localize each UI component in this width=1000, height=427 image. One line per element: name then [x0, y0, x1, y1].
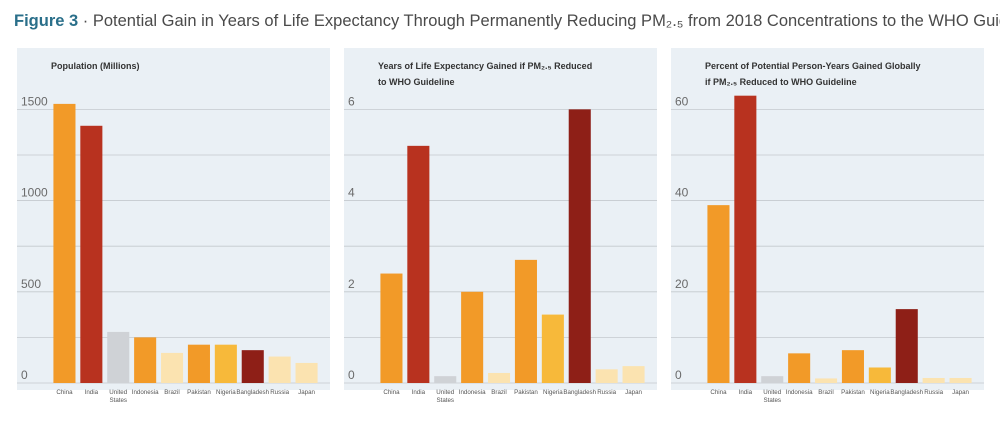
x-tick-label: China [710, 389, 727, 396]
x-tick-label: India [412, 389, 426, 396]
bar-russia [595, 369, 618, 383]
life-expectancy-chart-panel: Years of Life Expectancy Gained if PM₂.₅… [344, 48, 657, 404]
y-tick-label: 0 [675, 368, 682, 382]
y-tick-label: 4 [348, 186, 355, 200]
x-tick-label: Indonesia [786, 389, 813, 396]
x-tick-label: Pakistan [187, 389, 211, 396]
x-tick-label: Indonesia [132, 389, 159, 396]
bar-china [53, 103, 76, 384]
bar-united-states [434, 376, 457, 383]
figure-title-text: Potential Gain in Years of Life Expectan… [92, 12, 1000, 30]
bar-nigeria [868, 367, 891, 383]
x-tick-label: United [109, 389, 127, 396]
x-tick-label: China [383, 389, 400, 396]
bar-japan [949, 377, 972, 383]
bar-nigeria [214, 344, 237, 383]
bar-united-states [107, 331, 130, 383]
y-tick-label: 60 [675, 94, 689, 108]
figure-title: Figure 3 · Potential Gain in Years of Li… [14, 12, 1000, 31]
x-tick-label: Japan [298, 389, 315, 396]
panel-title: Percent of Potential Person-Years Gained… [705, 58, 921, 90]
bar-india [80, 125, 103, 384]
bar-nigeria [541, 314, 564, 383]
x-tick-label: Brazil [164, 389, 179, 396]
panel-title: Years of Life Expectancy Gained if PM₂.₅… [378, 58, 592, 90]
y-tick-label: 1000 [21, 186, 48, 200]
bar-japan [295, 362, 318, 383]
y-tick-label: 6 [348, 94, 355, 108]
x-tick-label: India [85, 389, 99, 396]
y-tick-label: 1500 [21, 94, 48, 108]
panel-title-line: Percent of Potential Person-Years Gained… [705, 61, 921, 71]
y-tick-label: 40 [675, 186, 689, 200]
x-tick-label: States [436, 397, 454, 404]
x-tick-label: Russia [597, 389, 616, 396]
x-tick-label: Bangladesh [236, 389, 269, 396]
bar-china [707, 205, 730, 383]
x-tick-label: United [436, 389, 454, 396]
person-years-chart-panel: Percent of Potential Person-Years Gained… [671, 48, 984, 404]
y-tick-label: 500 [21, 277, 41, 291]
x-tick-label: Nigeria [543, 389, 563, 396]
x-tick-label: Nigeria [870, 389, 890, 396]
y-tick-label: 0 [348, 368, 355, 382]
bar-bangladesh [568, 109, 591, 383]
bar-brazil [161, 352, 184, 383]
x-tick-label: Brazil [818, 389, 833, 396]
panel-title-line: to WHO Guideline [378, 77, 455, 87]
y-tick-label: 20 [675, 277, 689, 291]
panel-title: Population (Millions) [51, 58, 140, 74]
x-tick-label: Pakistan [514, 389, 538, 396]
x-tick-label: Japan [625, 389, 642, 396]
bar-pakistan [514, 259, 537, 383]
bar-india [407, 145, 430, 383]
bar-indonesia [134, 337, 157, 383]
x-tick-label: Japan [952, 389, 969, 396]
x-tick-label: Brazil [491, 389, 506, 396]
y-tick-label: 0 [21, 368, 28, 382]
panel-title-line: Population (Millions) [51, 61, 140, 71]
x-tick-label: Bangladesh [563, 389, 596, 396]
bar-pakistan [187, 344, 210, 383]
bar-pakistan [841, 350, 864, 383]
bar-bangladesh [895, 309, 918, 383]
x-tick-label: India [739, 389, 753, 396]
x-tick-label: States [763, 397, 781, 404]
bar-russia [268, 356, 291, 383]
bar-russia [922, 377, 945, 383]
x-tick-label: Nigeria [216, 389, 236, 396]
bar-indonesia [788, 353, 811, 383]
bar-indonesia [461, 291, 484, 383]
bar-brazil [815, 378, 838, 383]
x-tick-label: States [109, 397, 127, 404]
panel-title-line: Years of Life Expectancy Gained if PM₂.₅… [378, 61, 593, 71]
figure-title-separator: · [78, 12, 93, 30]
figure-label: Figure 3 [14, 12, 79, 30]
x-tick-label: Pakistan [841, 389, 865, 396]
bar-japan [622, 366, 645, 383]
bar-bangladesh [241, 350, 264, 383]
x-tick-label: Bangladesh [890, 389, 923, 396]
bar-united-states [761, 376, 784, 383]
x-tick-label: Indonesia [459, 389, 486, 396]
x-tick-label: China [56, 389, 73, 396]
bar-india [734, 95, 757, 383]
x-tick-label: United [763, 389, 781, 396]
x-tick-label: Russia [924, 389, 943, 396]
population-chart-panel: Population (Millions) 0 500 1000 1500 China I… [17, 48, 330, 404]
bar-china [380, 273, 403, 383]
bar-brazil [488, 372, 511, 383]
x-tick-label: Russia [270, 389, 289, 396]
y-tick-label: 2 [348, 277, 355, 291]
panel-title-line: if PM₂.₅ Reduced to WHO Guideline [705, 77, 857, 87]
